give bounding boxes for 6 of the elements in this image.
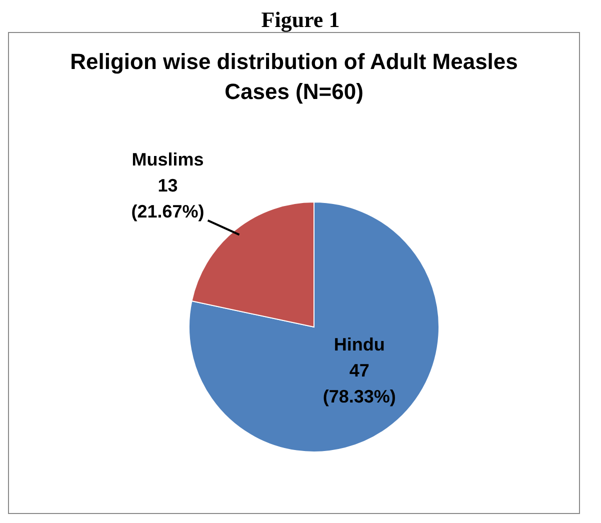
slice-label: Hindu [334, 334, 385, 355]
chart-title: Religion wise distribution of Adult Measles Cases (N=60) [69, 48, 519, 106]
slice-label: Muslims [132, 149, 204, 170]
data-label: 13 (21.67%) [131, 175, 204, 222]
data-label: 47 (78.33%) [322, 360, 396, 407]
caption: Figure 1 [260, 7, 341, 32]
